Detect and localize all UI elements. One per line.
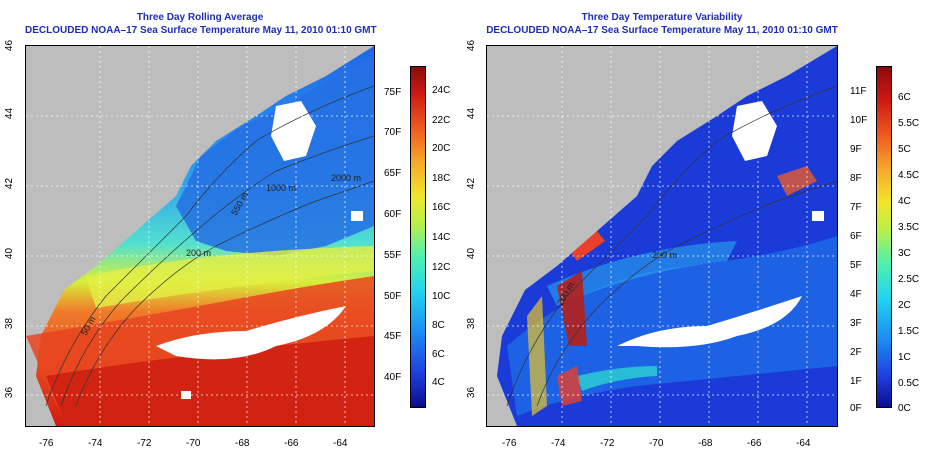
left-cbar-c-label: 18C	[432, 173, 451, 184]
right-map-svg: 200 m 200 m	[487, 46, 837, 426]
left-depth-label-200m: 200 m	[186, 248, 211, 258]
left-cbar-f-label: 60F	[384, 209, 402, 220]
right-cbar-f-label: 8F	[850, 173, 862, 184]
left-x-tick: -72	[137, 438, 152, 449]
right-cbar-f-label: 7F	[850, 202, 862, 213]
right-title-line2: DECLOUDED NOAA–17 Sea Surface Temperatur…	[486, 25, 838, 36]
right-cbar-f-label: 9F	[850, 144, 862, 155]
right-x-tick: -66	[747, 438, 762, 449]
left-cbar-c-label: 6C	[432, 349, 445, 360]
right-x-tick: -76	[502, 438, 517, 449]
right-cbar-c-label: 3C	[898, 248, 911, 259]
left-map-svg: 50 m 200 m 550 m 1000 m 2000 m	[26, 46, 374, 426]
left-cbar-f-label: 70F	[384, 127, 402, 138]
right-x-tick: -70	[649, 438, 664, 449]
right-x-tick: -68	[698, 438, 713, 449]
left-y-tick: 36	[4, 386, 16, 399]
right-cbar-f-label: 4F	[850, 289, 862, 300]
left-cbar-f-label: 45F	[384, 331, 402, 342]
right-y-tick: 46	[466, 39, 478, 52]
left-cbar-f-label: 40F	[384, 372, 402, 383]
right-cbar-c-label: 3.5C	[898, 222, 920, 233]
left-cbar-c-label: 12C	[432, 262, 451, 273]
right-y-tick: 38	[466, 317, 478, 330]
right-x-tick: -72	[600, 438, 615, 449]
left-cbar-f-label: 65F	[384, 168, 402, 179]
left-x-tick: -70	[186, 438, 201, 449]
left-x-tick: -66	[284, 438, 299, 449]
right-cbar-f-label: 2F	[850, 347, 862, 358]
right-cbar-f-label: 1F	[850, 376, 862, 387]
right-cbar-f-label: 3F	[850, 318, 862, 329]
left-x-tick: -74	[88, 438, 103, 449]
right-cbar-c-label: 5.5C	[898, 118, 920, 129]
left-title-line1: Three Day Rolling Average	[136, 12, 264, 23]
left-title-line2: DECLOUDED NOAA–17 Sea Surface Temperatur…	[25, 25, 377, 36]
left-y-tick: 46	[4, 39, 16, 52]
left-cbar-c-label: 10C	[432, 291, 451, 302]
left-y-tick: 42	[4, 177, 16, 190]
left-depth-label-2000m: 2000 m	[331, 173, 361, 183]
right-cbar-c-label: 1.5C	[898, 326, 920, 337]
left-cbar-c-label: 20C	[432, 143, 451, 154]
right-colorbar	[876, 66, 892, 408]
left-x-tick: -68	[235, 438, 250, 449]
right-cbar-c-label: 2C	[898, 300, 911, 311]
left-colorbar	[410, 66, 426, 408]
right-cbar-c-label: 6C	[898, 92, 911, 103]
left-y-tick: 38	[4, 317, 16, 330]
right-y-tick: 44	[466, 107, 478, 120]
right-cbar-c-label: 5C	[898, 144, 911, 155]
left-cbar-f-label: 55F	[384, 250, 402, 261]
right-cbar-c-label: 4.5C	[898, 170, 920, 181]
right-x-tick: -64	[796, 438, 811, 449]
left-cbar-c-label: 22C	[432, 115, 451, 126]
left-cbar-c-label: 16C	[432, 202, 451, 213]
right-x-tick: -74	[551, 438, 566, 449]
right-cbar-c-label: 1C	[898, 352, 911, 363]
left-sst-map: 50 m 200 m 550 m 1000 m 2000 m	[25, 45, 375, 427]
right-y-tick: 42	[466, 177, 478, 190]
left-y-tick: 44	[4, 107, 16, 120]
right-cbar-c-label: 2.5C	[898, 274, 920, 285]
left-y-tick: 40	[4, 247, 16, 260]
right-cbar-f-label: 10F	[850, 115, 868, 126]
left-x-tick: -64	[333, 438, 348, 449]
left-cbar-c-label: 24C	[432, 85, 451, 96]
right-variability-map: 200 m 200 m	[486, 45, 838, 427]
left-depth-label-1000m: 1000 m	[266, 183, 296, 193]
left-cbar-c-label: 14C	[432, 232, 451, 243]
left-cbar-f-label: 50F	[384, 291, 402, 302]
right-cbar-f-label: 5F	[850, 260, 862, 271]
right-cbar-f-label: 11F	[850, 86, 867, 97]
left-cbar-c-label: 4C	[432, 377, 445, 388]
left-cbar-f-label: 75F	[384, 87, 402, 98]
left-cbar-c-label: 8C	[432, 320, 445, 331]
right-title-line1: Three Day Temperature Variability	[581, 12, 743, 23]
right-depth-label-200m: 200 m	[652, 250, 677, 260]
right-y-tick: 36	[466, 386, 478, 399]
right-cbar-c-label: 0.5C	[898, 378, 920, 389]
right-cbar-f-label: 0F	[850, 403, 862, 414]
right-cbar-c-label: 0C	[898, 403, 911, 414]
right-y-tick: 40	[466, 247, 478, 260]
left-x-tick: -76	[39, 438, 54, 449]
right-cbar-f-label: 6F	[850, 231, 862, 242]
right-cbar-c-label: 4C	[898, 196, 911, 207]
